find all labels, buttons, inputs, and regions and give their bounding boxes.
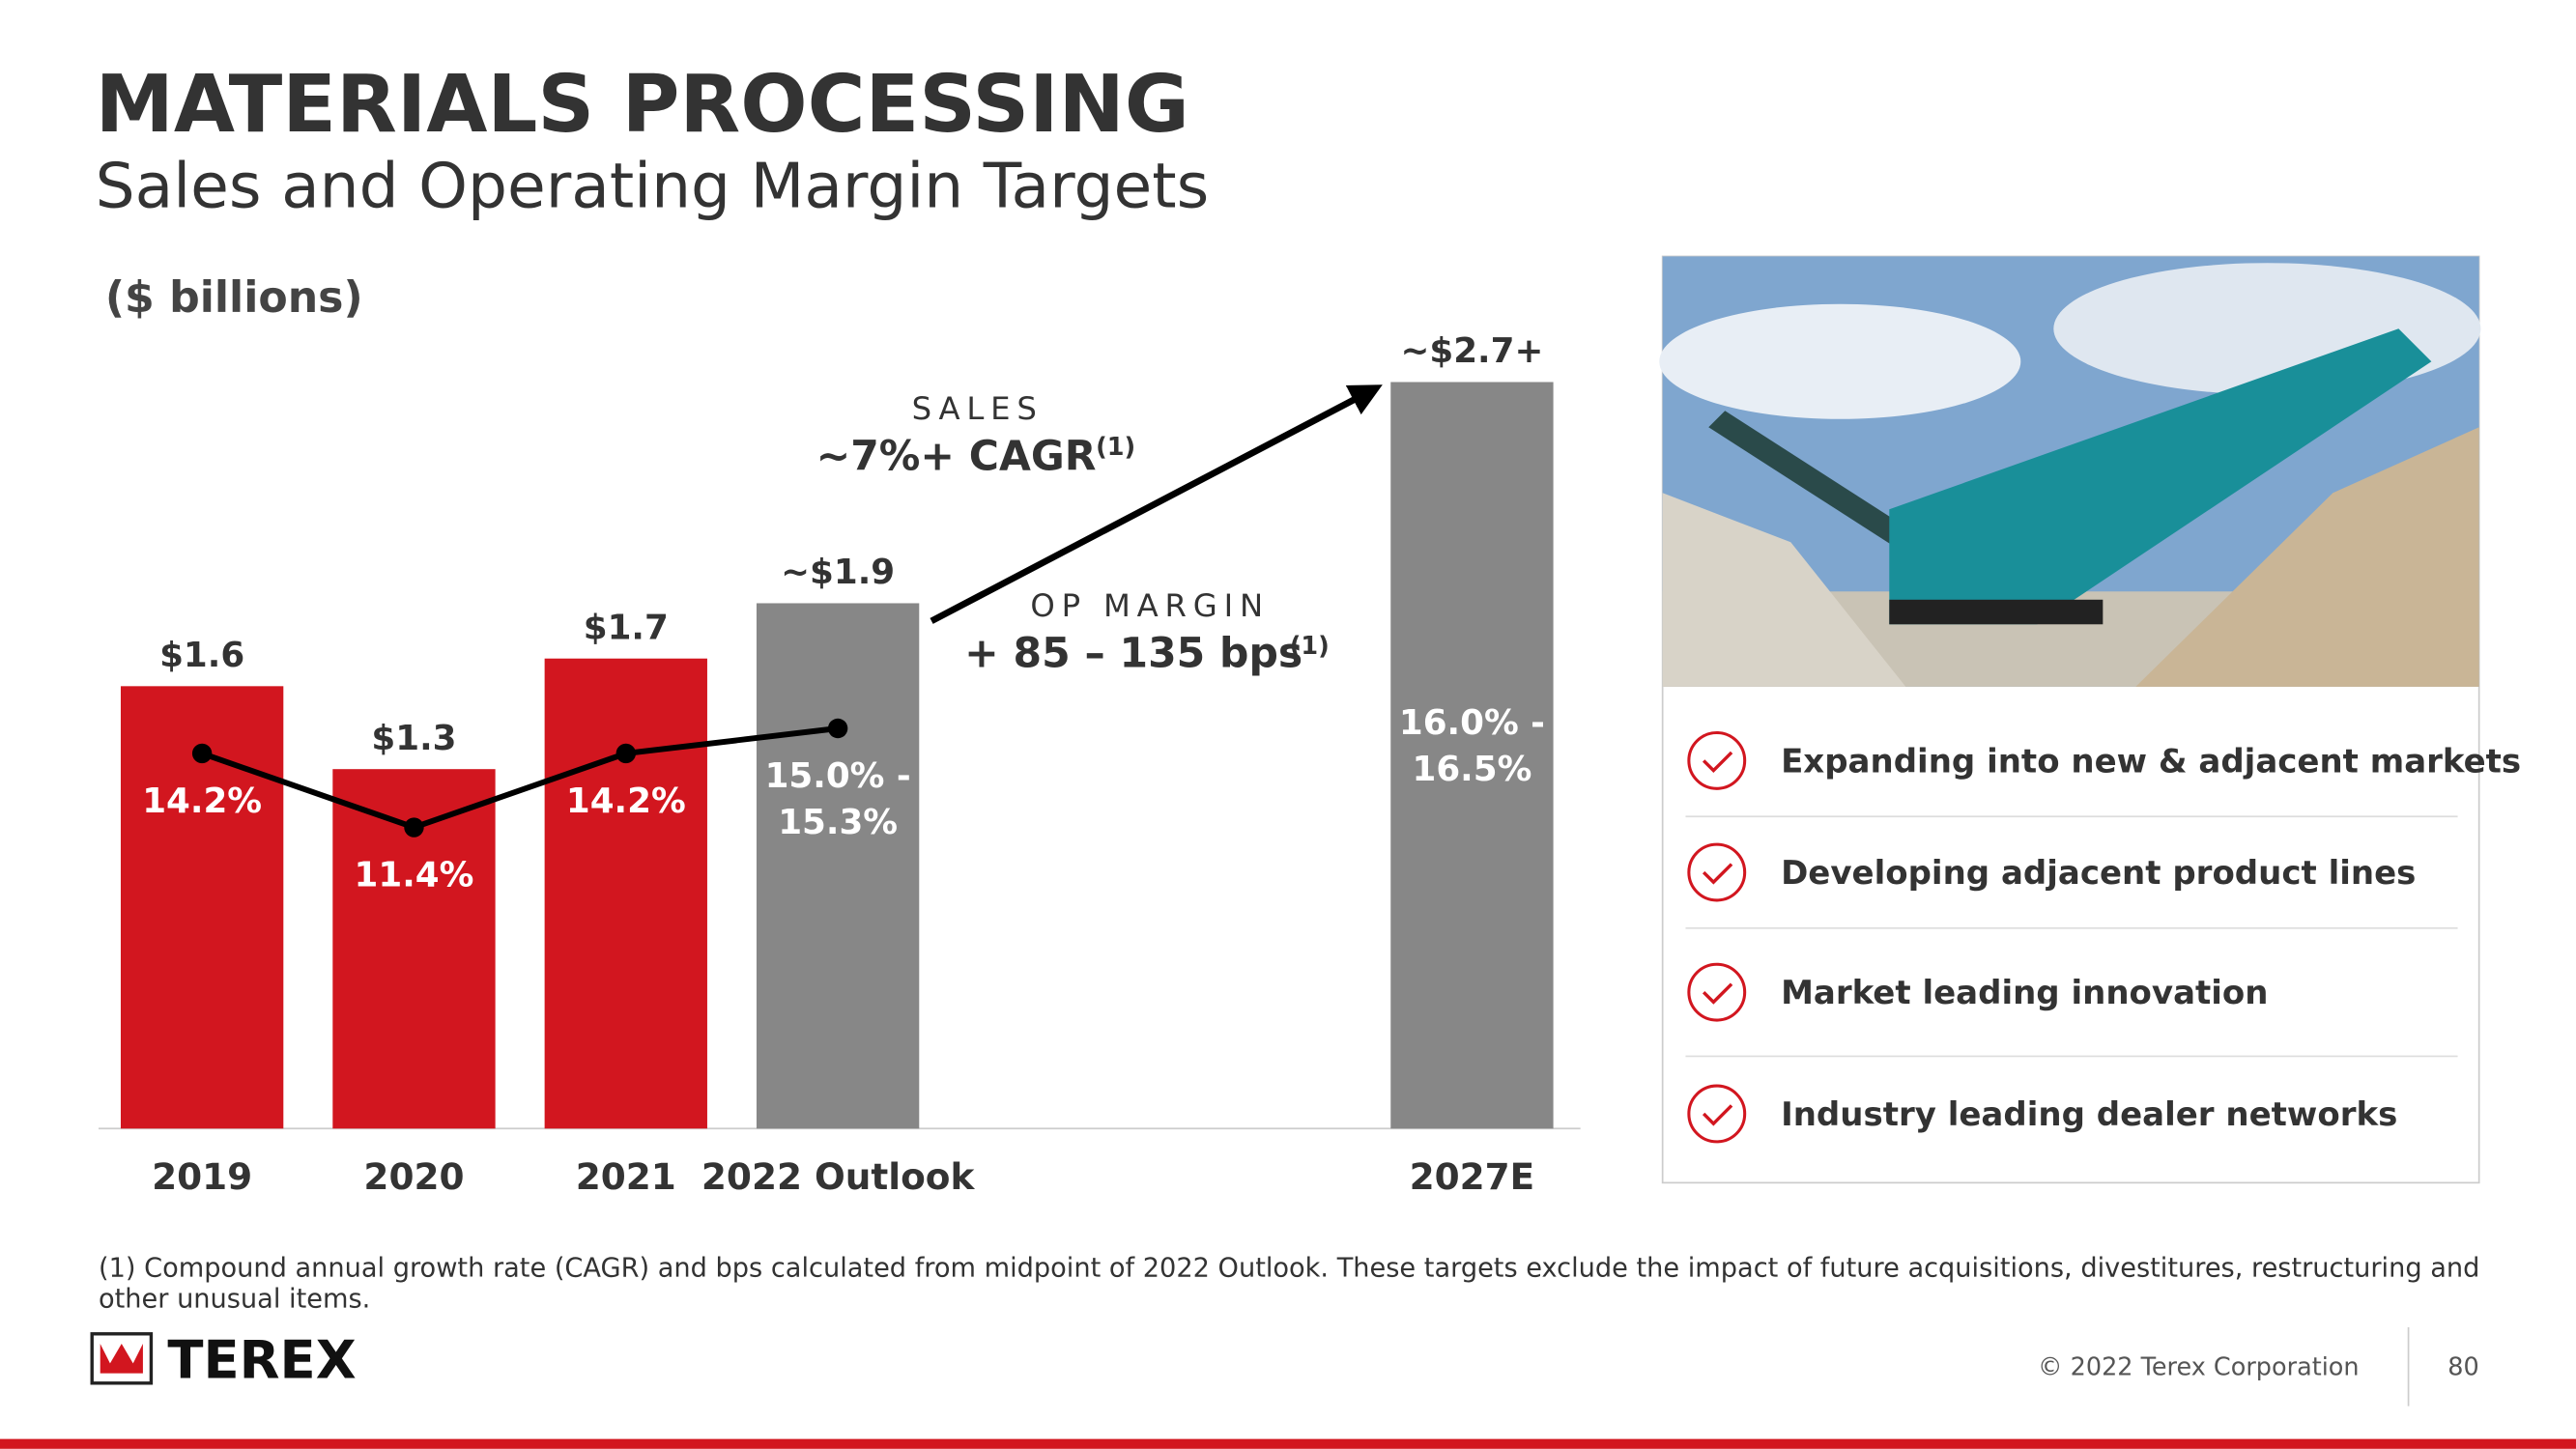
margin-point — [827, 718, 848, 739]
panel-item: Expanding into new & adjacent markets — [1781, 742, 2521, 781]
logo-mark — [90, 1332, 154, 1385]
margin-point — [404, 817, 424, 838]
check-icon — [1687, 842, 1747, 902]
check-mark — [1702, 982, 1733, 1005]
panel-item: Developing adjacent product lines — [1781, 854, 2416, 893]
bar — [1390, 382, 1554, 1129]
x-tick-label: 2020 — [363, 1155, 464, 1198]
x-tick-label: 2027E — [1410, 1155, 1535, 1198]
page-number: 80 — [2447, 1352, 2478, 1381]
margin-value: + 85 – 135 bps — [964, 630, 1302, 677]
check-mark — [1702, 751, 1733, 774]
panel-item: Market leading innovation — [1781, 974, 2268, 1012]
sales-note: (1) — [1096, 433, 1135, 462]
margin-point — [191, 743, 213, 764]
footnote: other unusual items. — [99, 1285, 370, 1315]
margin-label: 16.0% -16.5% — [1399, 703, 1545, 789]
sales-label: SALES — [912, 390, 1044, 427]
margin-note: (1) — [1290, 632, 1330, 661]
bottom-bar — [0, 1438, 2576, 1449]
margin-point — [615, 743, 636, 764]
bar — [544, 658, 707, 1129]
margin-line — [201, 725, 839, 831]
x-tick-label: 2022 Outlook — [701, 1155, 976, 1198]
margin-label: 15.0% -15.3% — [765, 756, 911, 842]
value-label: ~$2.7+ — [1400, 331, 1543, 371]
check-icon — [1687, 730, 1747, 790]
growth-arrow — [930, 384, 1383, 624]
value-label: ~$1.9 — [781, 553, 895, 592]
copyright: © 2022 Terex Corporation — [2038, 1352, 2360, 1381]
sales-value: ~7%+ CAGR — [816, 433, 1097, 480]
margin-label: OP MARGIN — [1030, 587, 1269, 624]
panel-item: Industry leading dealer networks — [1781, 1095, 2397, 1134]
margin-label: 11.4% — [355, 856, 474, 895]
x-tick-label: 2021 — [576, 1155, 676, 1198]
footnote: (1) Compound annual growth rate (CAGR) a… — [99, 1253, 2479, 1283]
check-mark — [1702, 863, 1733, 885]
margin-label: 14.2% — [566, 781, 686, 821]
photo — [1659, 256, 2481, 687]
value-label: $1.3 — [371, 719, 456, 758]
check-mark — [1702, 1104, 1733, 1126]
value-label: $1.7 — [584, 608, 669, 647]
x-tick-label: 2019 — [152, 1155, 252, 1198]
check-icon — [1687, 1084, 1747, 1144]
unit-label: ($ billions) — [105, 273, 363, 323]
bar — [756, 603, 920, 1129]
check-icon — [1687, 962, 1747, 1022]
logo: TEREX — [167, 1330, 356, 1391]
value-label: $1.6 — [159, 636, 244, 675]
subtitle: Sales and Operating Margin Targets — [96, 150, 1210, 222]
title: MATERIALS PROCESSING — [96, 59, 1189, 151]
margin-label: 14.2% — [142, 781, 262, 821]
